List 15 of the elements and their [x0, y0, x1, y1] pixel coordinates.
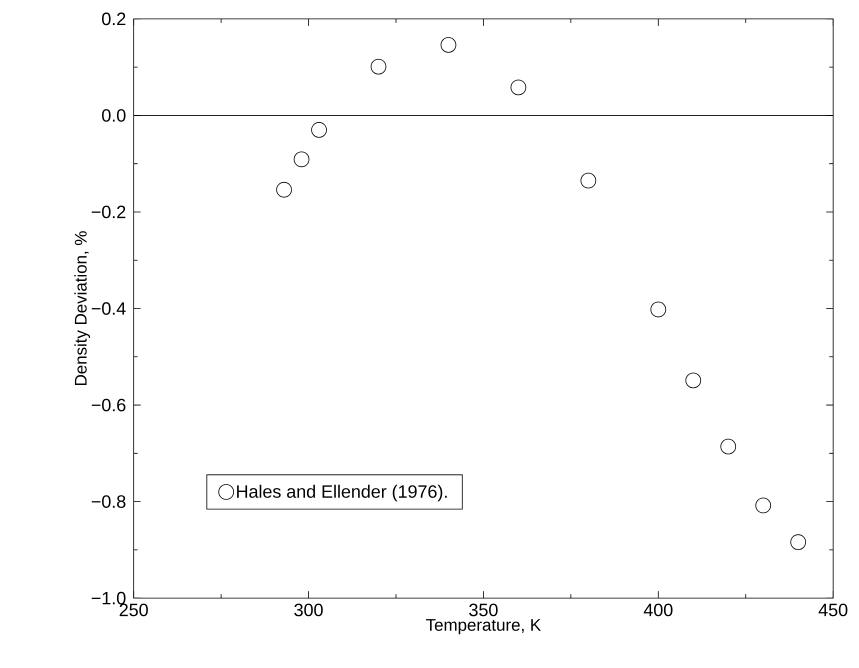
- x-tick-label: 450: [818, 604, 848, 616]
- y-tick-label: −1.0: [92, 592, 126, 605]
- y-tick-label: −0.2: [92, 206, 126, 218]
- x-tick-label: 300: [294, 604, 323, 616]
- y-tick-label: −0.6: [92, 398, 126, 412]
- x-tick-label: 350: [469, 604, 498, 616]
- x-tick-label: 250: [120, 604, 148, 616]
- x-tick-label: 400: [644, 604, 673, 616]
- y-tick-label: −0.4: [92, 302, 126, 315]
- y-tick-label: 0.2: [102, 12, 126, 26]
- x-axis-title: Temperature, K: [426, 619, 541, 634]
- y-tick-label: −0.8: [92, 495, 126, 508]
- y-axis-title: Density Deviation, %: [74, 231, 90, 386]
- y-tick-label: 0.0: [102, 109, 126, 122]
- legend-label: Hales and Ellender (1976).: [237, 484, 447, 502]
